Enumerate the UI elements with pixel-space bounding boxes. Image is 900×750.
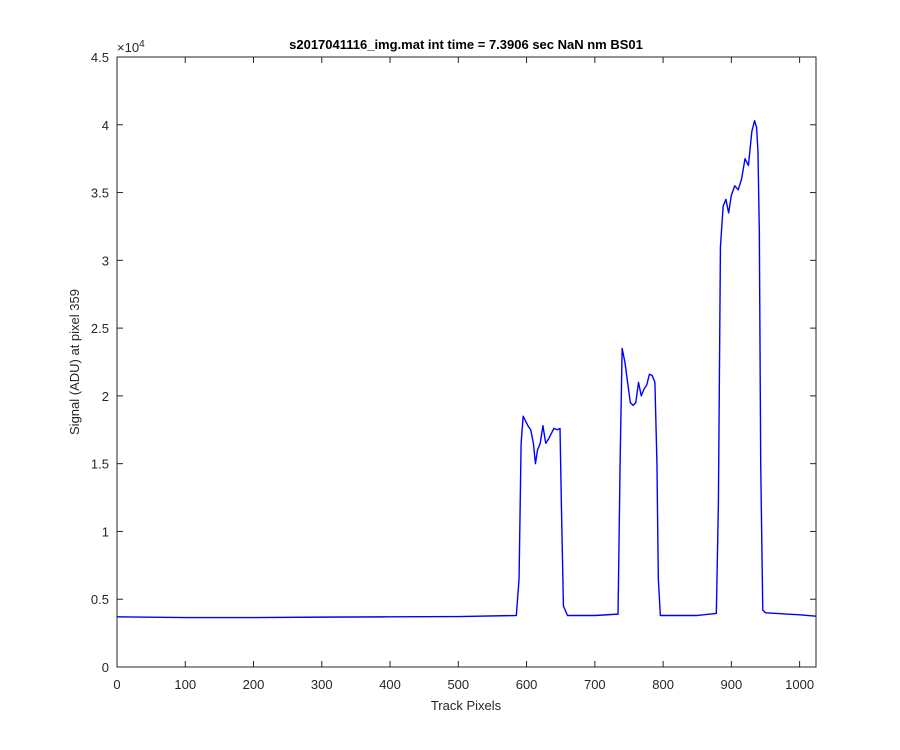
- y-tick-label: 2.5: [91, 321, 109, 336]
- chart-title: s2017041116_img.mat int time = 7.3906 se…: [289, 37, 643, 52]
- x-tick-label: 300: [311, 677, 333, 692]
- y-exponent-label: ×104: [117, 39, 145, 55]
- plot-area-frame: [116, 56, 817, 668]
- x-tick-label: 100: [174, 677, 196, 692]
- x-axis-title: Track Pixels: [431, 698, 502, 713]
- y-tick-label: 4: [102, 118, 109, 133]
- signal-series-line: [116, 120, 817, 619]
- x-tick-label: 600: [516, 677, 538, 692]
- y-exponent-power: 4: [139, 39, 145, 50]
- x-tick-label: 1000: [785, 677, 814, 692]
- x-tick-label: 900: [721, 677, 743, 692]
- y-tick-label: 0.5: [91, 592, 109, 607]
- x-tick-label: 200: [243, 677, 265, 692]
- y-axis-title: Signal (ADU) at pixel 359: [67, 289, 82, 435]
- x-tick-label: 700: [584, 677, 606, 692]
- y-tick-label: 1: [102, 524, 109, 539]
- y-exponent-base: ×10: [117, 40, 139, 55]
- y-tick-label: 0: [102, 660, 109, 675]
- x-tick-label: 400: [379, 677, 401, 692]
- y-tick-label: 3.5: [91, 186, 109, 201]
- y-tick-label: 1.5: [91, 457, 109, 472]
- y-axis: 0 0.5 1 1.5 2 2.5 3 3.5 4 4.5: [91, 50, 816, 675]
- y-tick-label: 3: [102, 253, 109, 268]
- x-tick-label: 800: [652, 677, 674, 692]
- y-tick-label: 4.5: [91, 50, 109, 65]
- x-axis: 0 100 200 300 400 500 600 700 800 900 1000: [113, 57, 814, 692]
- x-tick-label: 0: [113, 677, 120, 692]
- y-tick-label: 2: [102, 389, 109, 404]
- x-tick-label: 500: [447, 677, 469, 692]
